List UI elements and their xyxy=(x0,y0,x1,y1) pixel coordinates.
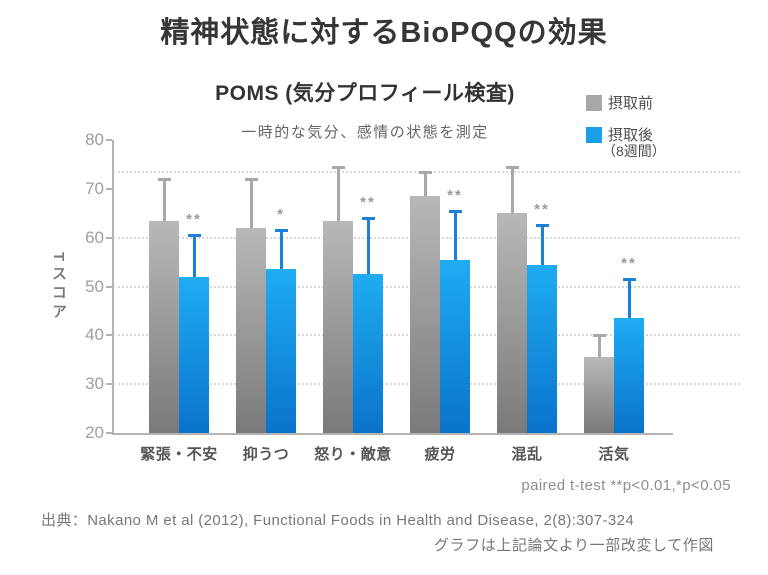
significance-marker: ** xyxy=(360,194,376,212)
error-bar-cap xyxy=(592,334,606,338)
legend-label-before: 摂取前 xyxy=(608,95,654,112)
error-bar-cap xyxy=(535,224,549,228)
significance-marker: ** xyxy=(186,211,202,229)
significance-marker: ** xyxy=(534,201,550,219)
y-tick-label: 60 xyxy=(85,227,104,247)
legend: 摂取前 摂取後 （8週間） xyxy=(586,92,756,161)
y-tick-mark xyxy=(106,285,112,288)
error-bar-stem xyxy=(627,279,631,319)
error-bar-cap xyxy=(244,178,258,182)
error-bar-cap xyxy=(361,217,375,221)
y-tick-mark xyxy=(106,334,112,337)
y-tick-mark xyxy=(106,139,112,141)
category-label: 活気 xyxy=(598,446,630,463)
statistics-footnote: paired t-test **p<0.01,*p<0.05 xyxy=(521,477,731,494)
bar-intake-before xyxy=(149,220,179,433)
error-bar-stem xyxy=(423,171,427,197)
bar-intake-before xyxy=(323,220,353,433)
y-tick-label: 30 xyxy=(85,374,104,394)
error-bar-cap xyxy=(505,165,519,169)
legend-label-after: 摂取後 xyxy=(608,127,654,144)
x-axis-line xyxy=(113,433,673,435)
error-bar-stem xyxy=(279,230,283,270)
chart-title: POMS (気分プロフィール検査) xyxy=(215,82,515,105)
y-tick-label: 50 xyxy=(85,276,104,296)
y-axis-title: Tスコア xyxy=(50,252,67,323)
significance-marker: ** xyxy=(621,255,637,273)
error-bar-cap xyxy=(157,178,171,182)
error-bar-cap xyxy=(418,170,432,174)
significance-marker: * xyxy=(277,206,285,224)
bar-intake-after xyxy=(353,274,383,433)
legend-item-before: 摂取前 xyxy=(586,92,756,113)
source-citation: 出典：Nakano M et al (2012), Functional Foo… xyxy=(41,512,635,529)
bar-intake-after xyxy=(266,269,296,433)
error-bar-stem xyxy=(597,335,601,358)
legend-label-after-sub: （8週間） xyxy=(602,143,666,159)
error-bar-cap xyxy=(187,234,201,238)
error-bar-stem xyxy=(249,179,253,228)
page-title: 精神状態に対するBioPQQの効果 xyxy=(160,17,608,49)
error-bar-cap xyxy=(622,278,636,282)
category-label: 抑うつ xyxy=(242,446,290,463)
y-tick-mark xyxy=(106,383,112,386)
bar-intake-before xyxy=(497,213,527,433)
bar-intake-before xyxy=(410,196,440,433)
legend-item-after: 摂取後 xyxy=(586,124,756,145)
significance-marker: ** xyxy=(447,186,463,204)
legend-swatch-before-icon xyxy=(586,94,602,111)
chart-subtitle: 一時的な気分、感情の状態を測定 xyxy=(241,124,489,141)
y-tick-mark xyxy=(106,236,112,239)
bar-intake-after xyxy=(440,259,470,433)
category-label: 混乱 xyxy=(511,446,543,463)
category-label: 疲労 xyxy=(424,446,456,463)
bar-intake-before xyxy=(236,227,266,433)
error-bar-stem xyxy=(336,166,340,221)
error-bar-stem xyxy=(366,218,370,275)
source-note: グラフは上記論文より一部改変して作図 xyxy=(433,537,714,554)
y-axis-line xyxy=(112,140,114,435)
bar-intake-after xyxy=(614,318,644,433)
bar-intake-before xyxy=(584,357,614,433)
error-bar-cap xyxy=(448,209,462,213)
bar-intake-after xyxy=(527,264,557,433)
category-label: 怒り・敵意 xyxy=(314,446,392,463)
y-tick-label: 40 xyxy=(85,325,104,345)
bar-intake-after xyxy=(179,276,209,433)
y-tick-mark xyxy=(106,187,112,190)
error-bar-stem xyxy=(540,225,544,265)
error-bar-stem xyxy=(453,210,457,260)
category-label: 緊張・不安 xyxy=(140,446,218,463)
error-bar-stem xyxy=(162,179,166,221)
y-tick-label: 70 xyxy=(85,178,104,198)
error-bar-stem xyxy=(192,235,196,277)
legend-swatch-after-icon xyxy=(586,126,602,143)
error-bar-stem xyxy=(510,166,514,214)
error-bar-cap xyxy=(274,229,288,233)
y-tick-label: 20 xyxy=(85,423,104,442)
error-bar-cap xyxy=(331,165,345,169)
y-tick-label: 80 xyxy=(85,130,104,149)
y-tick-mark xyxy=(106,432,112,434)
